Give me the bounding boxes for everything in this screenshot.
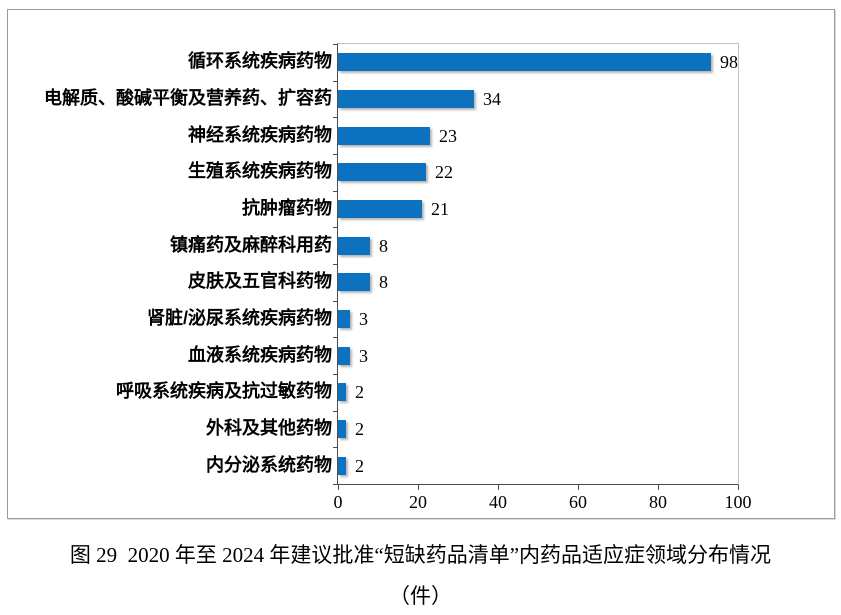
bar-row: 34 — [338, 81, 738, 118]
category-tick-mark — [333, 264, 338, 265]
category-label: 皮肤及五官科药物 — [188, 271, 332, 292]
bar-row: 3 — [338, 337, 738, 374]
bar-value-label: 3 — [359, 345, 368, 366]
category-tick-mark — [333, 191, 338, 192]
category-tick-mark — [333, 44, 338, 45]
bar — [338, 200, 422, 219]
bar-row: 2 — [338, 374, 738, 411]
category-label: 生殖系统疾病药物 — [188, 161, 332, 182]
category-tick-mark — [333, 337, 338, 338]
bar-value-label: 2 — [355, 419, 364, 440]
bar-row: 22 — [338, 154, 738, 191]
bar-row: 2 — [338, 447, 738, 484]
bar — [338, 310, 350, 329]
figure-unit-caption: （件） — [389, 584, 452, 608]
bar-value-label: 8 — [379, 235, 388, 256]
bar-value-label: 34 — [483, 89, 501, 109]
figure-caption: 图 29 2020 年至 2024 年建议批准“短缺药品清单”内药品适应症领域分… — [69, 543, 772, 567]
category-label: 电解质、酸碱平衡及营养药、扩容药 — [44, 88, 332, 108]
category-tick-mark — [333, 227, 338, 228]
bar-row: 8 — [338, 264, 738, 301]
bar-value-label: 3 — [359, 309, 368, 330]
x-axis-tick-mark — [498, 485, 499, 490]
bar-value-label: 8 — [379, 272, 388, 293]
bar — [338, 163, 426, 182]
x-axis-tick-mark — [658, 485, 659, 490]
category-tick-mark — [333, 301, 338, 302]
category-tick-mark — [333, 374, 338, 375]
bar-value-label: 21 — [431, 199, 449, 220]
category-label: 内分泌系统药物 — [206, 454, 332, 475]
category-label: 外科及其他药物 — [206, 418, 332, 439]
x-axis-tick-label: 20 — [409, 492, 427, 512]
x-axis-tick-label: 0 — [333, 492, 343, 512]
bar — [338, 90, 474, 108]
category-label: 血液系统疾病药物 — [188, 344, 332, 365]
bar-row: 21 — [338, 191, 738, 228]
x-axis-tick-mark — [738, 485, 739, 490]
bar-value-label: 23 — [439, 125, 457, 146]
bar-value-label: 2 — [355, 455, 364, 476]
bar-row: 23 — [338, 117, 738, 154]
x-axis-tick-mark — [578, 485, 579, 490]
x-axis-tick-label: 100 — [724, 492, 752, 512]
x-axis-tick-mark — [418, 485, 419, 490]
bar — [338, 456, 346, 475]
category-label: 呼吸系统疾病及抗过敏药物 — [116, 381, 332, 402]
bar — [338, 126, 430, 145]
x-axis-tick-label: 80 — [649, 492, 667, 512]
bar-value-label: 2 — [355, 382, 364, 403]
bar-row: 98 — [338, 44, 738, 81]
bar-row: 8 — [338, 227, 738, 264]
category-tick-mark — [333, 411, 338, 412]
category-tick-mark — [333, 81, 338, 82]
category-label: 循环系统疾病药物 — [188, 51, 332, 72]
bar — [338, 420, 346, 439]
category-tick-mark — [333, 154, 338, 155]
category-tick-mark — [333, 447, 338, 448]
bar — [338, 236, 370, 255]
chart-frame: 循环系统疾病药物电解质、酸碱平衡及营养药、扩容药神经系统疾病药物 生殖系统疾病药物… — [7, 9, 835, 519]
bar-row: 2 — [338, 411, 738, 448]
bar-value-label: 98 — [720, 52, 738, 73]
bar — [338, 273, 370, 292]
category-label: 抗肿瘤药物 — [242, 198, 332, 219]
bar-rows: 98 34 23 22 21 8 8 3 3 2 2 2 — [338, 44, 738, 484]
bar — [338, 383, 346, 402]
category-label: 镇痛药及麻醉科用药 — [170, 234, 332, 255]
plot-area: 98 34 23 22 21 8 8 3 3 2 2 2 0 20 40 60 80 100 — [333, 43, 752, 512]
x-axis-tick-mark — [338, 485, 339, 490]
category-axis-labels: 循环系统疾病药物电解质、酸碱平衡及营养药、扩容药神经系统疾病药物 生殖系统疾病药物… — [8, 43, 332, 483]
bar-value-label: 22 — [435, 162, 453, 183]
category-label: 神经系统疾病药物 — [188, 124, 332, 145]
x-axis-tick-label: 60 — [569, 492, 587, 512]
category-tick-mark — [333, 484, 338, 485]
bar — [338, 53, 711, 72]
category-label: 肾脏/泌尿系统疾病药物 — [147, 308, 332, 329]
bar-row: 3 — [338, 301, 738, 338]
x-axis-tick-label: 40 — [489, 492, 507, 512]
bar — [338, 346, 350, 365]
category-tick-mark — [333, 117, 338, 118]
